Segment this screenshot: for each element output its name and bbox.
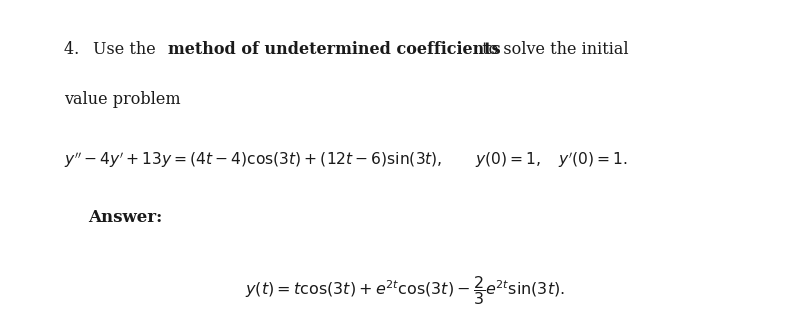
- Text: method of undetermined coefficients: method of undetermined coefficients: [168, 42, 500, 59]
- Text: Answer:: Answer:: [88, 209, 163, 226]
- Text: Use the: Use the: [93, 42, 161, 59]
- Text: $y(t) = t\cos(3t) + e^{2t}\cos(3t) - \dfrac{2}{3}e^{2t}\sin(3t).$: $y(t) = t\cos(3t) + e^{2t}\cos(3t) - \df…: [246, 275, 565, 308]
- Text: to solve the initial: to solve the initial: [477, 42, 629, 59]
- Text: value problem: value problem: [64, 91, 181, 108]
- Text: 4.: 4.: [64, 42, 88, 59]
- Text: $y'' - 4y' + 13y = (4t-4)\cos(3t) + (12t-6)\sin(3t), \qquad y(0) = 1, \quad y'(0: $y'' - 4y' + 13y = (4t-4)\cos(3t) + (12t…: [64, 150, 628, 170]
